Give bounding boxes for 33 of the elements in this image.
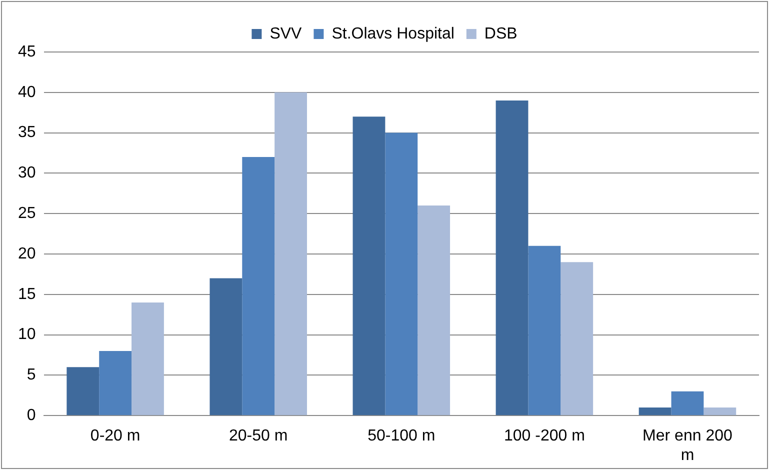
y-tick-label: 25 <box>18 205 36 222</box>
bar <box>496 100 528 416</box>
bar <box>638 408 672 416</box>
bar <box>242 157 275 416</box>
bar <box>560 262 594 416</box>
y-tick-label: 30 <box>18 164 36 182</box>
bar <box>66 367 100 416</box>
x-tick-label: Mer enn 200 m <box>642 428 732 464</box>
x-tick-label: 50-100 m <box>368 428 436 445</box>
x-tick-label: 0-20 m <box>90 428 140 445</box>
bar <box>528 246 561 416</box>
y-tick-label: 40 <box>18 84 36 101</box>
bar <box>704 408 736 416</box>
bar <box>274 92 307 416</box>
legend-label: St.Olavs Hospital <box>332 25 454 42</box>
bar <box>671 391 704 416</box>
y-tick-label: 5 <box>26 366 36 384</box>
y-tick-label: 0 <box>26 407 36 424</box>
legend-label: SVV <box>270 25 302 42</box>
y-tick-label: 10 <box>18 326 36 344</box>
x-tick-label: 100 -200 m <box>504 428 585 445</box>
y-tick-label: 15 <box>18 286 36 303</box>
bar <box>385 132 418 416</box>
bar <box>352 116 386 416</box>
y-tick-label: 35 <box>18 124 36 142</box>
bar <box>418 206 450 416</box>
legend-label: DSB <box>484 25 518 42</box>
y-tick-label: 20 <box>18 245 36 262</box>
bar <box>99 350 132 416</box>
bar <box>210 278 242 416</box>
x-tick-label: 20-50 m <box>229 428 288 445</box>
bar <box>132 302 164 416</box>
y-tick-label: 45 <box>18 43 36 60</box>
